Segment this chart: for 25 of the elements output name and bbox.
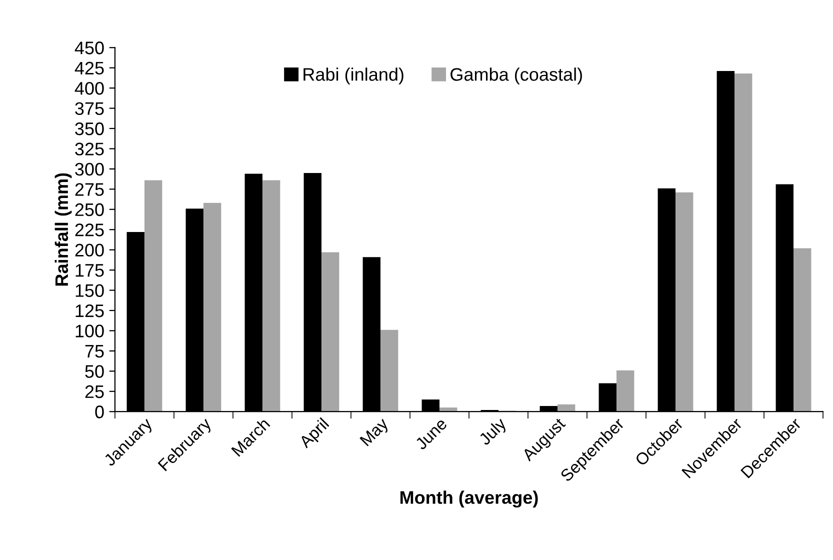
y-tick-label: 275 (75, 183, 104, 196)
y-tick-label: 450 (74, 42, 104, 54)
y-tick-label: 325 (75, 142, 104, 156)
y-tick-label: 50 (85, 365, 104, 378)
y-tick-label: 75 (85, 345, 104, 358)
y-tick-label: 250 (75, 203, 104, 216)
x-axis-title: Month (average) (400, 490, 538, 508)
y-tick-label: 425 (74, 62, 104, 75)
y-tick-label: 150 (76, 284, 104, 297)
y-tick-label: 350 (75, 122, 104, 136)
y-tick-label: 300 (75, 162, 104, 176)
x-tick-label: May (360, 416, 392, 449)
y-tick-label: 375 (75, 102, 104, 115)
y-axis-title: Rainfall (mm) (54, 173, 72, 286)
y-tick-label: 225 (75, 224, 104, 236)
legend-label: Rabi (inland) (304, 68, 404, 84)
y-tick-label: 100 (76, 324, 104, 338)
y-tick-label: 25 (85, 385, 104, 398)
y-tick-label: 175 (76, 264, 104, 277)
x-tick-label: July (478, 416, 510, 448)
y-tick-label: 0 (95, 406, 104, 418)
y-tick-label: 200 (75, 244, 104, 257)
y-tick-label: 125 (76, 304, 104, 318)
y-tick-label: 400 (74, 82, 104, 95)
legend-label: Gamba (coastal) (450, 68, 582, 84)
